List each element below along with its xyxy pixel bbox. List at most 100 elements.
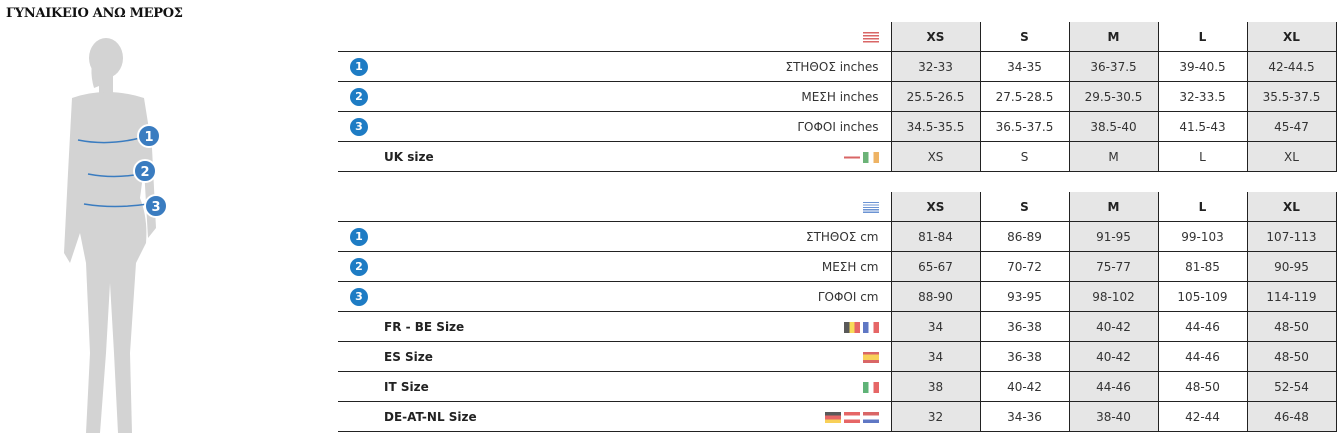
marker-1: 1 [144,130,153,145]
size-system-label: FR - BE Size [384,320,465,334]
measure-label: ΣΤΗΘΟΣ cm [805,229,879,244]
us-flag-icon [862,31,879,43]
female-figure-illustration: 1 2 3 [64,38,168,433]
size-value-cell: 98-102 [1068,281,1158,312]
size-system-label: UK size [384,150,434,164]
size-value-cell: 86-89 [979,221,1069,252]
size-value-cell: 40-42 [1068,311,1158,342]
size-value-cell: S [979,141,1069,172]
size-value-cell: 40-42 [1068,341,1158,372]
table-row: UK size XS S M L XL [338,141,1337,172]
size-header-row: XS S M L XL [338,192,1337,222]
size-value-cell: 91-95 [1068,221,1158,252]
table-row: 1 ΣΤΗΘΟΣ inches 32-33 34-35 36-37.5 39-40.5 42… [338,51,1337,82]
size-value-cell: 44-46 [1068,371,1158,402]
uk-flag-icon [843,151,860,163]
size-header-m: M [1068,192,1158,222]
size-value-cell: 70-72 [979,251,1069,282]
size-value-cell: 107-113 [1246,221,1337,252]
size-value-cell: 32 [890,401,980,432]
size-system-label: ES Size [384,350,433,364]
table-row: 2 ΜΕΣΗ cm 65-67 70-72 75-77 81-85 90-95 [338,251,1337,282]
size-value-cell: 34 [890,341,980,372]
size-value-cell: 90-95 [1246,251,1337,282]
table-row: 1 ΣΤΗΘΟΣ cm 81-84 86-89 91-95 99-103 107-113 [338,221,1337,252]
size-header-xs: XS [890,22,980,52]
size-value-cell: 48-50 [1246,311,1337,342]
netherlands-flag-icon [862,411,879,423]
measure-number-badge: 1 [350,58,368,76]
italy-flag-icon [862,381,879,393]
size-value-cell: 81-85 [1157,251,1247,282]
marker-2: 2 [140,165,149,180]
size-value-cell: 46-48 [1246,401,1337,432]
size-header-l: L [1157,192,1247,222]
table-row: DE-AT-NL Size 32 34-36 38-40 42-44 46-48 [338,401,1337,432]
size-value-cell: 34-36 [979,401,1069,432]
size-header-row: XS S M L XL [338,22,1337,52]
size-value-cell: 36-38 [979,341,1069,372]
size-value-cell: 35.5-37.5 [1246,81,1337,112]
measure-number-badge: 2 [350,88,368,106]
size-header-l: L [1157,22,1247,52]
size-value-cell: 93-95 [979,281,1069,312]
size-value-cell: 65-67 [890,251,980,282]
measure-label: ΜΕΣΗ cm [821,259,879,274]
size-value-cell: 48-50 [1157,371,1247,402]
size-value-cell: 32-33.5 [1157,81,1247,112]
table-row: 3 ΓΟΦΟΙ cm 88-90 93-95 98-102 105-109 114-119 [338,281,1337,312]
measure-number-badge: 2 [350,258,368,276]
size-value-cell: 38-40 [1068,401,1158,432]
size-header-xl: XL [1246,22,1337,52]
size-value-cell: 38 [890,371,980,402]
size-value-cell: 36.5-37.5 [979,111,1069,142]
size-value-cell: XS [890,141,980,172]
measure-label: ΣΤΗΘΟΣ inches [785,59,879,74]
size-value-cell: 48-50 [1246,341,1337,372]
table-row: FR - BE Size 34 36-38 40-42 44-46 48-50 [338,311,1337,342]
size-value-cell: 44-46 [1157,341,1247,372]
size-value-cell: 36-37.5 [1068,51,1158,82]
table-row: 2 ΜΕΣΗ inches 25.5-26.5 27.5-28.5 29.5-30.5 3… [338,81,1337,112]
size-value-cell: 99-103 [1157,221,1247,252]
size-value-cell: 81-84 [890,221,980,252]
size-value-cell: 52-54 [1246,371,1337,402]
size-value-cell: L [1157,141,1247,172]
measure-label: ΓΟΦΟΙ inches [797,119,879,134]
france-flag-icon [862,321,879,333]
size-value-cell: 38.5-40 [1068,111,1158,142]
size-value-cell: 36-38 [979,311,1069,342]
size-header-m: M [1068,22,1158,52]
size-system-label: IT Size [384,380,429,394]
size-value-cell: 41.5-43 [1157,111,1247,142]
table-row: IT Size 38 40-42 44-46 48-50 52-54 [338,371,1337,402]
us-size-table: XS S M L XL 1 ΣΤΗΘΟΣ inches 32-33 34-35 36-37.5 39… [338,22,1337,172]
size-value-cell: M [1068,141,1158,172]
table-row: ES Size 34 36-38 40-42 44-46 48-50 [338,341,1337,372]
size-value-cell: 29.5-30.5 [1068,81,1158,112]
size-header-s: S [979,192,1069,222]
size-system-label: DE-AT-NL Size [384,410,477,424]
measure-number-badge: 1 [350,228,368,246]
size-value-cell: 39-40.5 [1157,51,1247,82]
page-title: ΓΥΝΑΙΚΕΙΟ ΑΝΩ ΜΕΡΟΣ [6,6,183,21]
size-header-s: S [979,22,1069,52]
germany-flag-icon [824,411,841,423]
size-value-cell: 88-90 [890,281,980,312]
measure-number-badge: 3 [350,118,368,136]
size-value-cell: 27.5-28.5 [979,81,1069,112]
size-value-cell: 44-46 [1157,311,1247,342]
size-value-cell: XL [1246,141,1337,172]
size-value-cell: 32-33 [890,51,980,82]
belgium-flag-icon [843,321,860,333]
spain-flag-icon [862,351,879,363]
greece-flag-icon [862,201,879,213]
size-value-cell: 45-47 [1246,111,1337,142]
austria-flag-icon [843,411,860,423]
eu-size-table: XS S M L XL 1 ΣΤΗΘΟΣ cm 81-84 86-89 91-95 99-103 10… [338,192,1337,432]
size-value-cell: 75-77 [1068,251,1158,282]
size-value-cell: 114-119 [1246,281,1337,312]
size-value-cell: 34.5-35.5 [890,111,980,142]
size-value-cell: 40-42 [979,371,1069,402]
size-value-cell: 42-44.5 [1246,51,1337,82]
